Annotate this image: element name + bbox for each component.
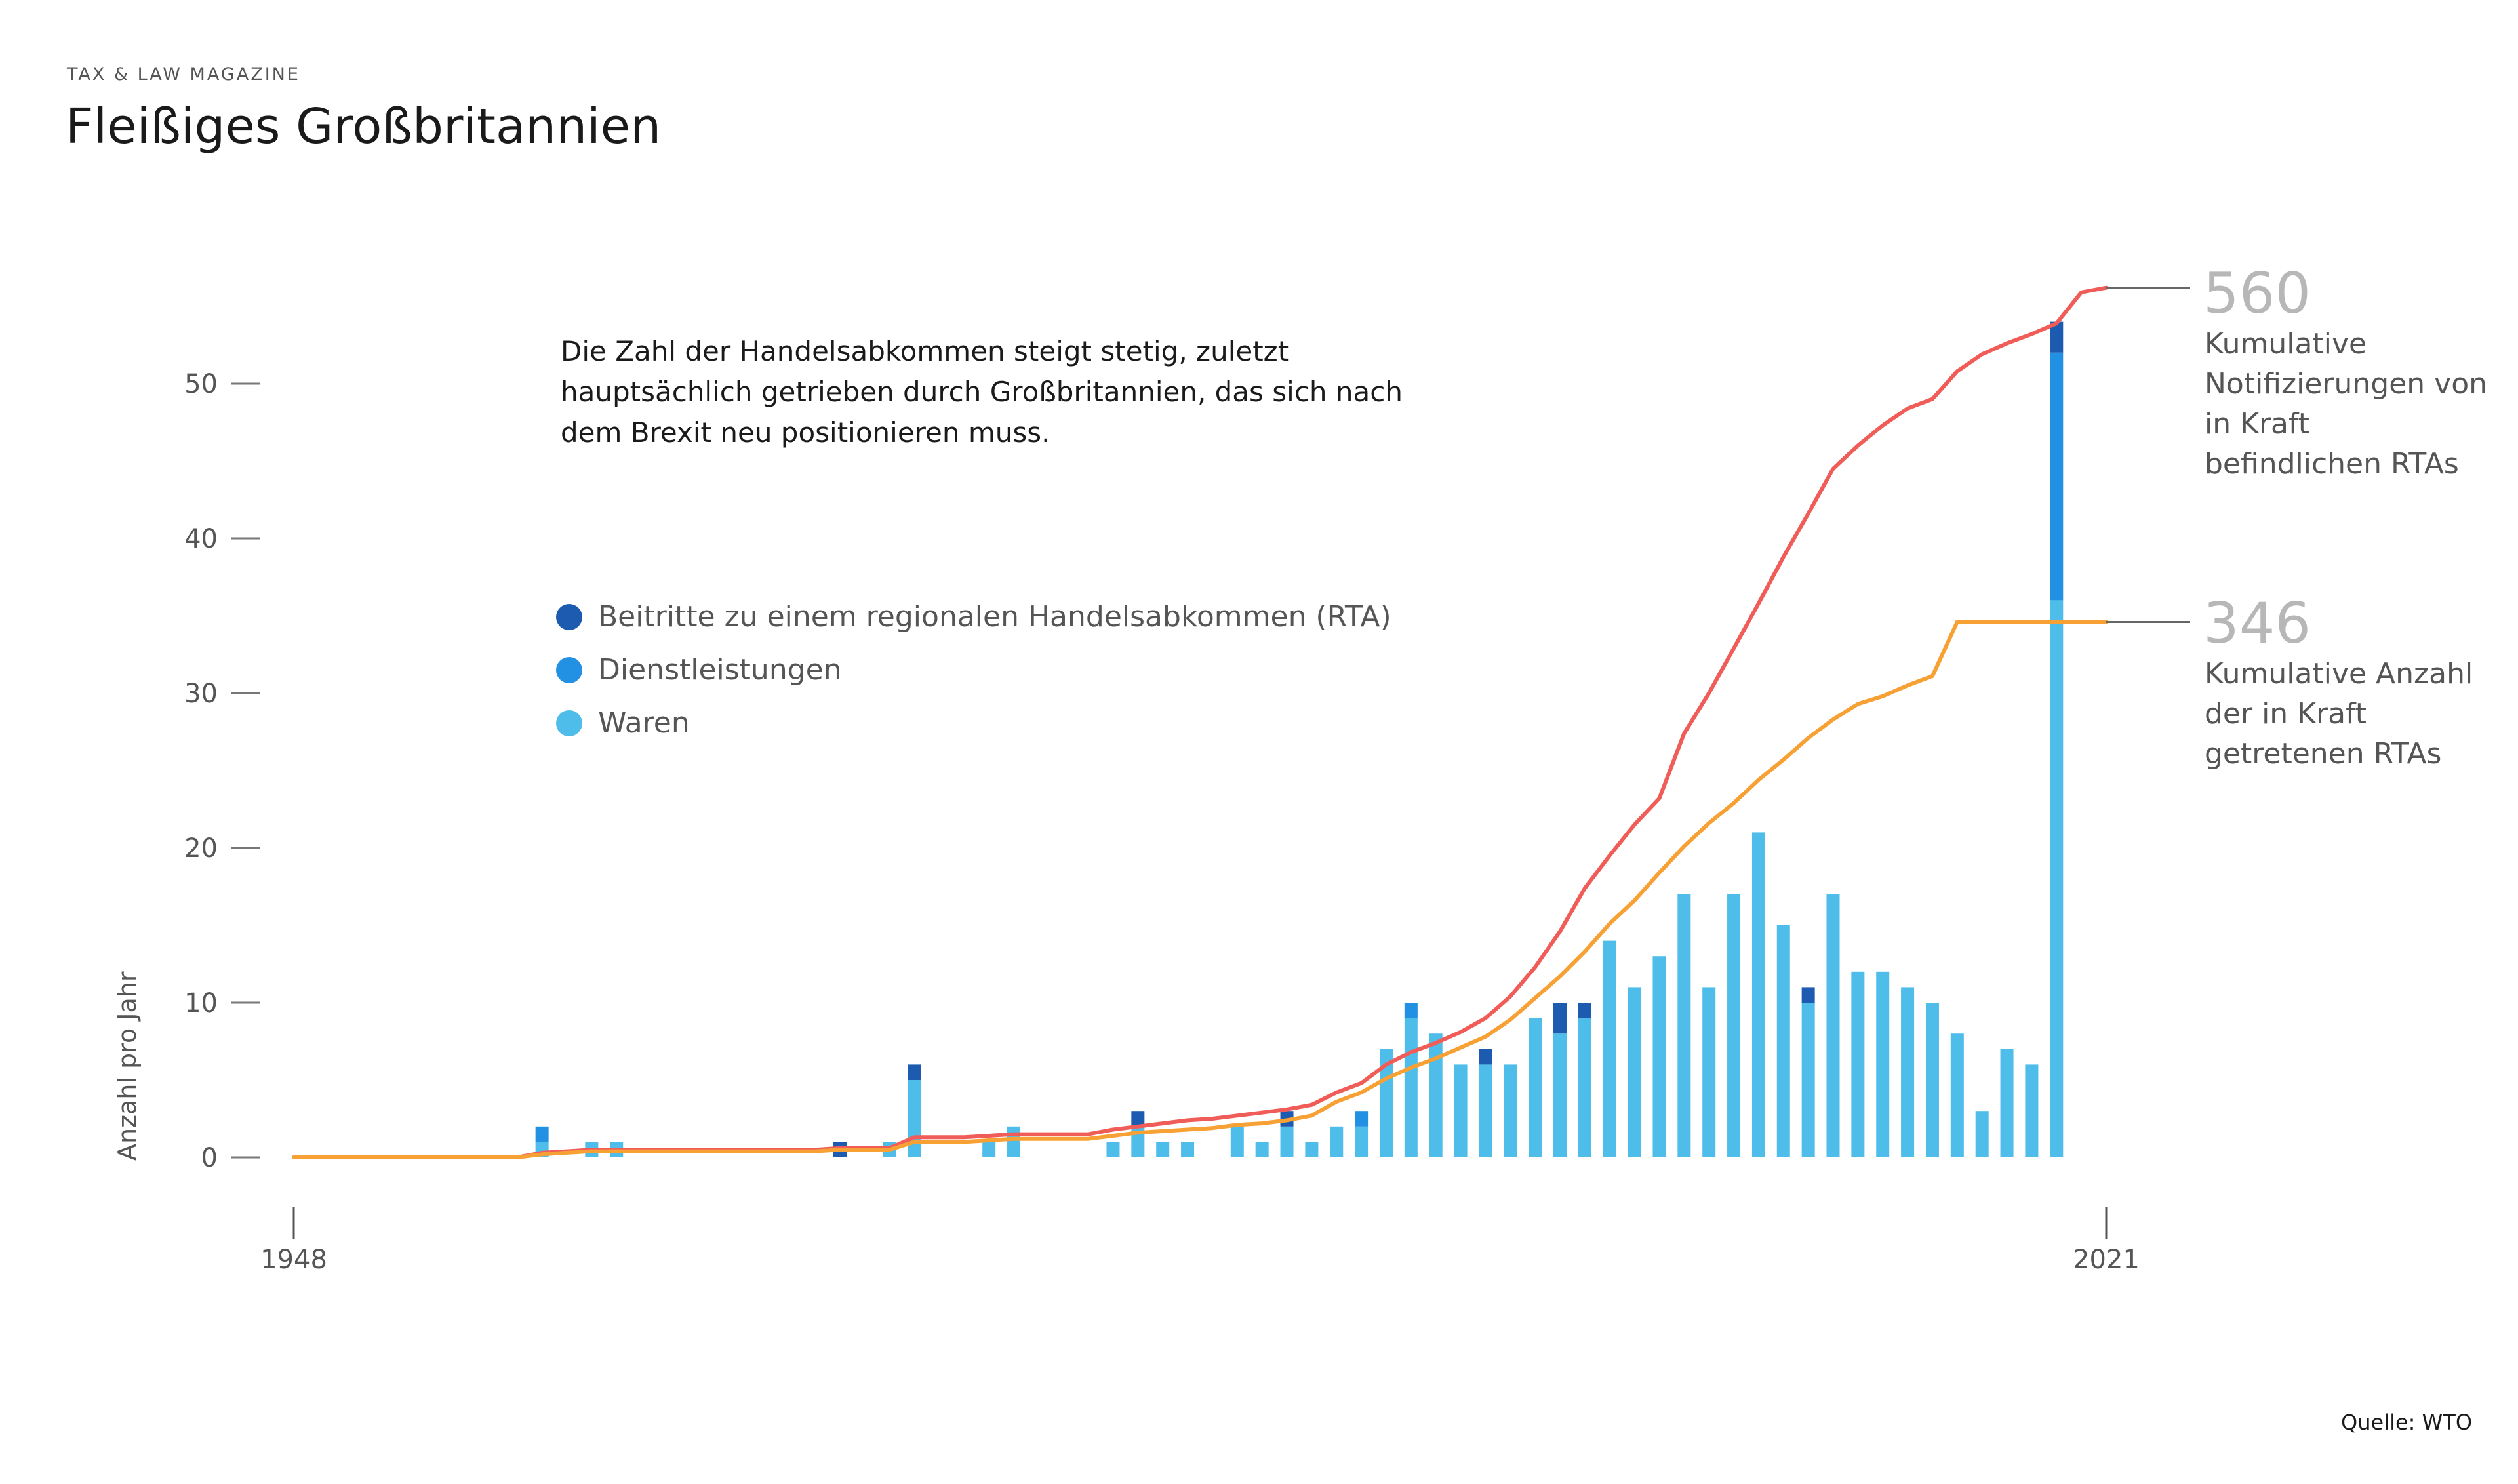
legend-label-accession: Beitritte zu einem regionalen Handelsabk…: [598, 600, 1391, 633]
bar-goods-1981: [1106, 1142, 1120, 1157]
y-tick-label-0: 0: [201, 1143, 218, 1173]
legend-dot-services: [556, 656, 582, 683]
bar-goods-1984: [1181, 1142, 1195, 1157]
bar-goods-1987: [1255, 1142, 1269, 1157]
bar-goods-2003: [1652, 956, 1666, 1157]
y-tick-label-40: 40: [184, 524, 218, 554]
bar-goods-2001: [1603, 940, 1616, 1157]
legend-item-goods: Waren: [556, 696, 1391, 750]
bar-accession-1982: [1131, 1111, 1145, 1127]
bar-goods-1998: [1529, 1018, 1542, 1157]
x-tick-label-2021: 2021: [2073, 1245, 2140, 1275]
intro-text: Die Zahl der Handelsabkommen steigt stet…: [561, 335, 1403, 449]
bar-services-2019: [2050, 352, 2064, 601]
bar-goods-1976: [982, 1142, 996, 1157]
bar-goods-1973: [908, 1080, 921, 1157]
bar-goods-2008: [1776, 925, 1790, 1157]
chart-title: Fleißiges Großbritannien: [66, 98, 662, 155]
bar-goods-1977: [1007, 1126, 1021, 1157]
bar-services-1993: [1404, 1003, 1418, 1018]
bar-goods-2016: [1975, 1111, 1989, 1157]
bar-goods-1999: [1553, 1033, 1567, 1157]
bar-accession-1973: [908, 1064, 921, 1080]
notifications-end-label: Kumulative Notifizierungen von in Kraft …: [2205, 327, 2487, 481]
bar-goods-2007: [1751, 832, 1765, 1157]
bar-goods-2017: [2000, 1049, 2014, 1157]
y-tick-label-50: 50: [184, 369, 218, 399]
bar-accession-2019: [2050, 321, 2064, 353]
bar-goods-1991: [1355, 1126, 1369, 1157]
magazine-kicker: TAX & LAW MAGAZINE: [67, 64, 300, 85]
rtas-line: [292, 620, 2108, 1159]
bar-goods-2009: [1801, 1003, 1815, 1157]
bar-goods-2013: [1901, 987, 1915, 1157]
legend-label-services: Dienstleistungen: [598, 653, 842, 687]
bar-accession-1999: [1553, 1003, 1567, 1034]
bar-services-1991: [1355, 1111, 1369, 1127]
x-tick-label-1948: 1948: [260, 1245, 327, 1275]
bar-goods-1993: [1404, 1018, 1418, 1157]
y-tick-label-20: 20: [184, 833, 218, 864]
bar-goods-2019: [2050, 600, 2064, 1157]
rtas-end-label: Kumulative Anzahl der in Kraft getretene…: [2205, 657, 2473, 771]
legend-dot-accession: [556, 603, 582, 630]
bar-goods-1994: [1429, 1033, 1443, 1157]
legend-item-services: Dienstleistungen: [556, 643, 1391, 696]
bar-goods-2014: [1925, 1003, 1939, 1157]
bar-goods-2011: [1851, 971, 1865, 1157]
notifications-end-value: 560: [2203, 261, 2311, 327]
bar-goods-1989: [1305, 1142, 1319, 1157]
bar-goods-1986: [1230, 1126, 1244, 1157]
y-tick-label-30: 30: [184, 679, 218, 709]
bar-services-1958: [535, 1126, 549, 1142]
bar-goods-1983: [1156, 1142, 1170, 1157]
bar-goods-2018: [2025, 1064, 2039, 1157]
bar-goods-1995: [1454, 1064, 1468, 1157]
bar-goods-1988: [1280, 1126, 1294, 1157]
source-note: Quelle: WTO: [2341, 1410, 2472, 1435]
bar-goods-2005: [1702, 987, 1716, 1157]
bar-accession-2000: [1578, 1003, 1591, 1018]
legend-item-accession: Beitritte zu einem regionalen Handelsabk…: [556, 590, 1391, 643]
bar-goods-2010: [1826, 894, 1840, 1157]
legend: Beitritte zu einem regionalen Handelsabk…: [556, 590, 1391, 750]
y-tick-label-10: 10: [184, 988, 218, 1018]
bar-goods-2002: [1628, 987, 1641, 1157]
bar-accession-1996: [1479, 1049, 1492, 1065]
bar-goods-1990: [1330, 1126, 1344, 1157]
rtas-end-value: 346: [2203, 591, 2311, 656]
bar-accession-2009: [1801, 987, 1815, 1003]
bar-goods-1996: [1479, 1064, 1492, 1157]
bar-goods-1997: [1504, 1064, 1517, 1157]
legend-dot-goods: [556, 710, 582, 736]
bar-goods-2000: [1578, 1018, 1591, 1157]
bar-goods-2006: [1727, 894, 1741, 1157]
legend-label-goods: Waren: [598, 706, 690, 740]
bar-goods-2015: [1950, 1033, 1964, 1157]
bar-goods-2004: [1677, 894, 1691, 1157]
bar-goods-2012: [1876, 971, 1890, 1157]
